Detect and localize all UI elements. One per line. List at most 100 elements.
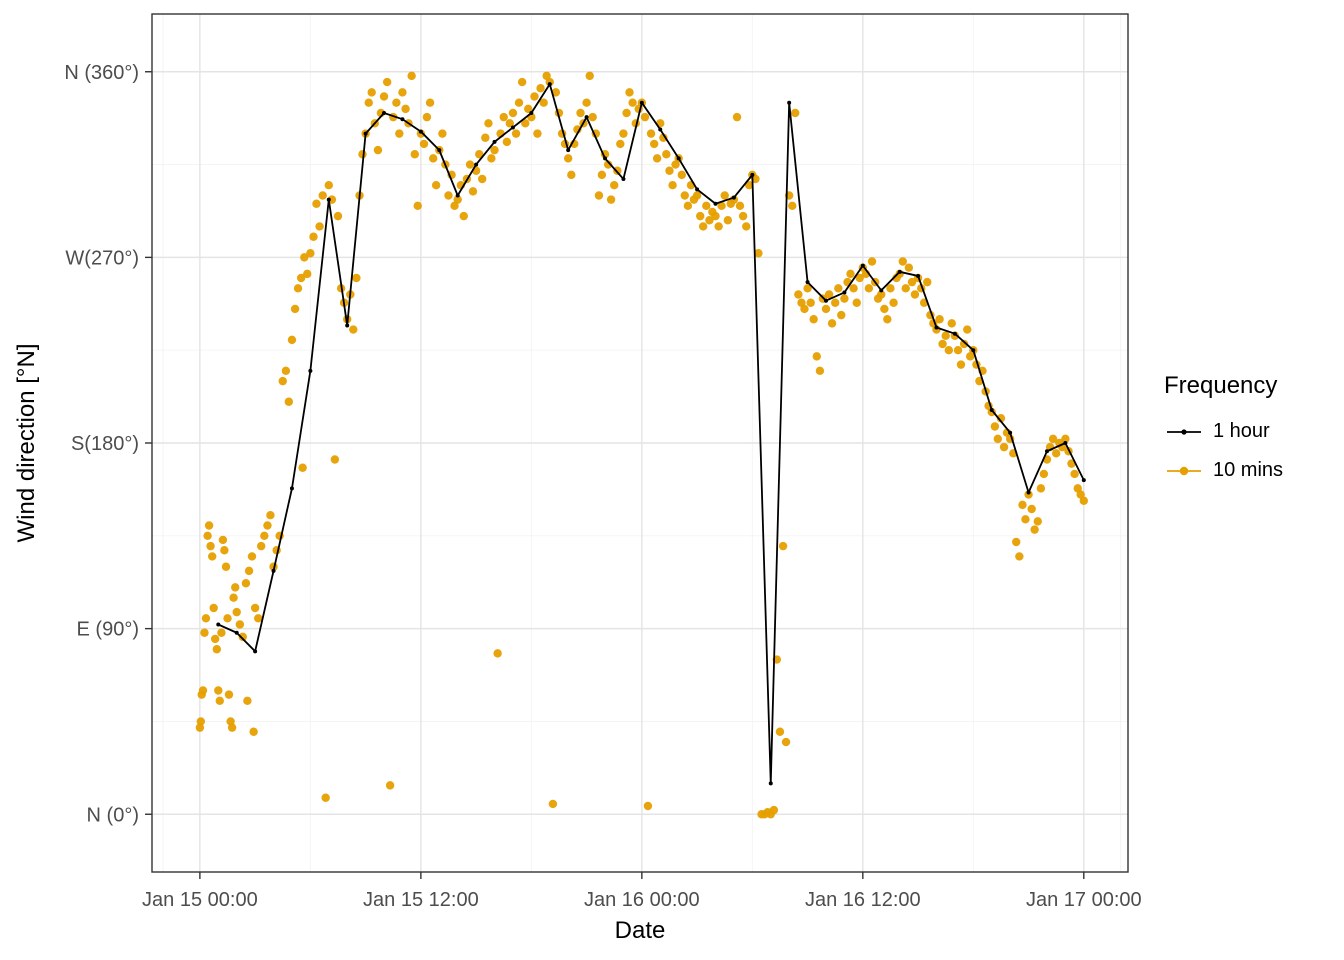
ten-min-data-point [680,191,689,200]
ten-min-data-point [413,201,422,211]
ten-min-data-point [698,222,708,231]
ten-min-data-point [425,98,435,107]
ten-min-data-point [714,222,723,231]
ten-min-data-point [754,249,763,258]
ten-min-data-point [742,222,751,231]
hourly-data-point [510,125,515,130]
ten-min-data-point [309,232,318,241]
ten-min-data-point [401,104,410,114]
ten-min-data-point [775,727,785,736]
ten-min-data-point [880,304,889,314]
ten-min-data-point [606,195,616,204]
ten-min-data-point [477,174,487,184]
hourly-data-point [695,187,700,192]
ten-min-data-point [229,593,238,602]
hourly-data-point [805,280,810,285]
ten-min-data-point [324,180,333,190]
ten-min-data-point [548,799,558,809]
ten-min-data-point [935,315,944,324]
x-tick-label: Jan 17 00:00 [1026,889,1142,911]
ten-min-data-point [206,541,215,551]
ten-min-data-point [696,211,705,221]
ten-min-data-point [1076,490,1085,499]
ten-min-data-point [300,253,309,262]
ten-min-data-point [218,535,228,545]
ten-min-data-point [594,191,604,200]
ten-min-data-point [367,88,376,97]
ten-min-data-point [662,150,671,159]
ten-min-data-point [677,170,687,180]
ten-min-data-point [431,180,441,190]
ten-min-data-point [778,541,788,551]
ten-min-data-point [539,98,548,107]
ten-min-data-point [803,284,812,293]
ten-min-data-point [910,290,920,299]
ten-min-data-point [791,108,800,118]
hourly-data-point [289,486,294,491]
ten-min-data-point [201,614,211,623]
ten-min-data-point [738,211,748,221]
ten-min-data-point [198,686,208,695]
ten-min-data-point [481,133,490,142]
ten-min-data-point [800,304,809,314]
ten-min-data-point [438,129,447,138]
ten-min-data-point [625,88,634,97]
ten-min-data-point [410,150,419,159]
ten-min-data-point [200,628,209,637]
ten-min-data-point [490,145,499,155]
ten-min-data-point [659,133,668,142]
ten-min-data-point [551,88,561,97]
ten-min-data-point [711,211,720,221]
ten-min-data-point [227,723,237,732]
ten-min-data-point [502,137,512,147]
hourly-line [217,83,1085,785]
ten-min-data-point [385,781,395,790]
x-tick-label: Jan 15 00:00 [142,889,258,911]
ten-min-data-point [212,645,222,654]
ten-min-data-point [195,723,205,732]
hourly-data-point [584,115,589,120]
ten-min-data-point [834,284,843,293]
ten-min-data-point [649,139,659,149]
ten-min-data-point [1039,469,1049,479]
ten-min-data-point [450,201,459,211]
ten-min-data-point [907,277,917,287]
hourly-data-point [621,177,626,181]
hourly-data-point [713,201,718,206]
hourly-data-point [842,290,847,295]
hourly-data-point [234,630,239,635]
ten-min-data-point [333,211,343,221]
ten-min-data-point [321,793,330,802]
hourly-data-point [566,148,571,153]
ten-min-data-point [723,216,733,225]
y-tick-label: E (90°) [77,619,139,641]
ten-min-data-point [214,686,223,695]
ten-min-data-point [290,304,300,314]
ten-min-data-point [668,180,677,190]
ten-min-data-point [281,366,291,376]
ten-min-data-point [831,298,840,307]
ten-min-data-point [505,119,515,128]
ten-min-data-point [941,331,950,340]
hourly-data-point [1081,478,1086,483]
ten-min-data-point [521,119,530,128]
ten-min-data-point [215,696,224,706]
ten-min-data-point [821,304,831,314]
ten-min-data-point [849,284,858,293]
ten-min-data-point [671,160,680,169]
ten-min-data-point [993,434,1003,444]
ten-min-data-point [221,562,231,571]
ten-min-data-point [582,98,591,107]
ten-min-data-point [352,273,361,283]
hourly-data-point [271,568,276,573]
ten-min-data-point [217,628,226,637]
ten-min-data-point [717,201,726,211]
hourly-data-point [934,325,939,330]
ten-min-data-point [266,510,275,520]
ten-min-data-point [867,257,877,266]
ten-min-data-point [536,84,545,93]
hourly-data-point [989,408,994,412]
ten-min-data-point [204,521,214,530]
ten-min-data-point [287,335,297,345]
hourly-data-point [400,117,405,122]
